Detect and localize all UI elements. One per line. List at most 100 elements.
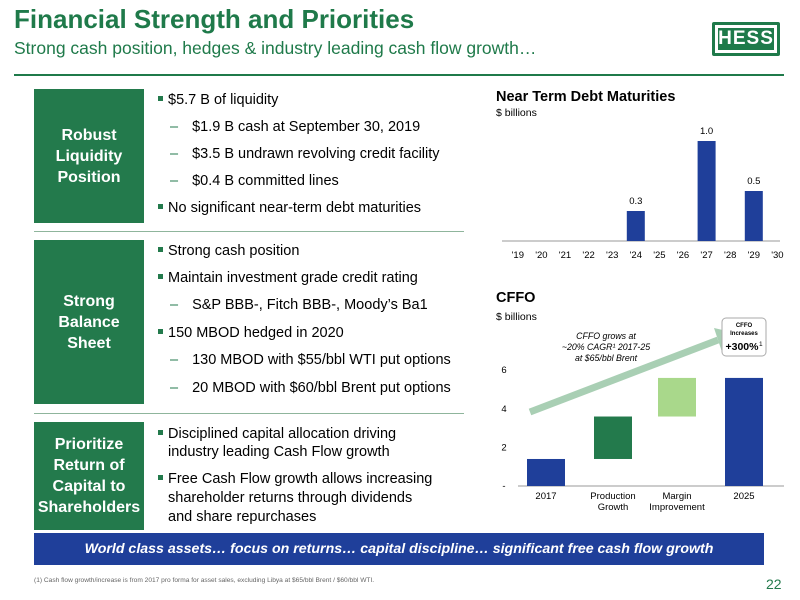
page-number: 22 <box>766 576 782 592</box>
bullet: $5.7 B of liquidity <box>158 92 278 108</box>
x-tick-label: Margin <box>662 491 691 502</box>
hess-logo: HESS <box>712 22 780 56</box>
x-tick-label: Production <box>590 491 635 502</box>
callout-title: Increases <box>730 331 758 337</box>
header-divider <box>14 74 784 76</box>
y-tick-label: 2 <box>501 442 506 453</box>
debt-chart-unit: $ billions <box>496 107 537 119</box>
section-divider <box>34 413 464 414</box>
dash-icon: – <box>170 173 179 189</box>
bullet-marker-icon <box>158 246 163 252</box>
y-tick-label: - <box>502 481 505 492</box>
dash-icon: – <box>170 380 179 396</box>
dash-icon: – <box>170 119 179 135</box>
page-subtitle: Strong cash position, hedges & industry … <box>14 38 537 58</box>
bullet: Strong cash position <box>158 243 299 259</box>
callout-title: CFFO <box>736 323 753 329</box>
data-label: 0.3 <box>629 196 642 207</box>
y-tick-label: 4 <box>501 404 506 415</box>
x-tick-label: Improvement <box>649 502 705 513</box>
bullet-marker-icon <box>158 273 163 279</box>
bullet-marker-icon <box>158 429 163 435</box>
sub-bullet-text: 20 MBOD with $60/bbl Brent put options <box>192 380 451 396</box>
section-label-line: Sheet <box>67 334 111 352</box>
bullet: No significant near-term debt maturities <box>158 200 421 216</box>
y-tick-label: 6 <box>501 365 506 376</box>
x-tick-label: '23 <box>606 250 618 261</box>
section-label-line: Liquidity <box>55 147 123 165</box>
debt-chart-title: Near Term Debt Maturities <box>496 89 676 105</box>
section-label-balance-sheet: Strong Balance Sheet <box>34 240 144 404</box>
section-divider <box>34 231 464 232</box>
cffo-bar <box>725 377 763 486</box>
dash-icon: – <box>170 146 179 162</box>
bullet-continuation: and share repurchases <box>168 509 317 525</box>
bullet-text: $5.7 B of liquidity <box>168 92 279 108</box>
x-tick-label: '26 <box>677 250 689 261</box>
cffo-bar <box>658 377 696 417</box>
growth-arrow-shaft <box>528 336 720 416</box>
data-label: 0.5 <box>747 176 760 187</box>
bullet: Disciplined capital allocation driving <box>158 426 396 442</box>
cagr-annotation: CFFO grows at <box>576 331 636 341</box>
sub-bullet: – $1.9 B cash at September 30, 2019 <box>170 119 420 135</box>
tagline-banner: World class assets… focus on returns… ca… <box>34 533 764 565</box>
x-tick-label: '20 <box>535 250 547 261</box>
footnote: (1) Cash flow growth/increase is from 20… <box>34 577 375 584</box>
cffo-chart-title: CFFO <box>496 290 536 306</box>
bullet: Maintain investment grade credit rating <box>158 270 418 286</box>
section-label-line: Strong <box>63 292 115 310</box>
logo-text: HESS <box>718 28 774 50</box>
sub-bullet-text: $0.4 B committed lines <box>192 173 339 189</box>
x-tick-label: '25 <box>653 250 665 261</box>
sub-bullet: – S&P BBB-, Fitch BBB-, Moody’s Ba1 <box>170 297 428 313</box>
page-title: Financial Strength and Priorities <box>14 4 415 34</box>
bullet-text: Maintain investment grade credit rating <box>168 270 418 286</box>
cagr-annotation: at $65/bbl Brent <box>575 353 638 363</box>
debt-bar <box>744 191 763 241</box>
dash-icon: – <box>170 352 179 368</box>
bullet-text: Disciplined capital allocation driving <box>168 426 397 442</box>
sub-bullet-text: $3.5 B undrawn revolving credit facility <box>192 146 440 162</box>
section-label-line: Return of <box>53 457 125 474</box>
sub-bullet: – $0.4 B committed lines <box>170 173 339 189</box>
bullet-marker-icon <box>158 474 163 480</box>
debt-bar <box>626 211 645 241</box>
callout-value: +300% <box>726 341 760 353</box>
x-tick-label: '28 <box>724 250 736 261</box>
bullet-continuation: industry leading Cash Flow growth <box>168 444 390 460</box>
x-tick-label: '19 <box>512 250 524 261</box>
bullet-text: Free Cash Flow growth allows increasing <box>168 471 433 487</box>
section-label-line: Capital to <box>52 478 126 495</box>
sub-bullet: –20 MBOD with $60/bbl Brent put options <box>170 380 451 396</box>
section-label-line: Prioritize <box>54 436 124 453</box>
debt-maturities-chart: '19 '20 '21 '22 '23 '24 0.3 '25 '26 '27 1.0 '28 '29 0… <box>502 126 784 261</box>
sub-bullet: – $3.5 B undrawn revolving credit facilit… <box>170 146 440 162</box>
x-tick-label: Growth <box>598 502 629 513</box>
section-label-line: Shareholders <box>37 499 141 516</box>
section-label-return-of-capital: Prioritize Return of Capital to Sharehol… <box>34 422 144 530</box>
bullet-marker-icon <box>158 328 163 334</box>
data-label: 1.0 <box>700 126 713 137</box>
x-tick-label: '30 <box>771 250 783 261</box>
cagr-annotation: ~20% CAGR¹ 2017-25 <box>562 342 650 352</box>
bullet: 150 MBOD hedged in 2020 <box>158 325 344 341</box>
cffo-bar <box>527 458 565 486</box>
section-label-line: Position <box>57 168 121 186</box>
callout-footnote-ref: 1 <box>759 341 763 348</box>
x-tick-label: '27 <box>700 250 712 261</box>
sub-bullet-text: 130 MBOD with $55/bbl WTI put options <box>192 352 451 368</box>
dash-icon: – <box>170 297 179 313</box>
section-label-liquidity: Robust Liquidity Position <box>34 89 144 223</box>
bullet-marker-icon <box>158 95 163 101</box>
x-tick-label: '21 <box>559 250 571 261</box>
bullet-marker-icon <box>158 203 163 209</box>
bullet: Free Cash Flow growth allows increasing <box>158 471 432 487</box>
bullet-text: 150 MBOD hedged in 2020 <box>168 325 344 341</box>
bullet-text: Strong cash position <box>168 243 300 259</box>
x-tick-label: 2025 <box>733 491 754 502</box>
sub-bullet-text: S&P BBB-, Fitch BBB-, Moody’s Ba1 <box>192 297 428 313</box>
sub-bullet-text: $1.9 B cash at September 30, 2019 <box>192 119 421 135</box>
section-label-line: Balance <box>58 313 120 331</box>
